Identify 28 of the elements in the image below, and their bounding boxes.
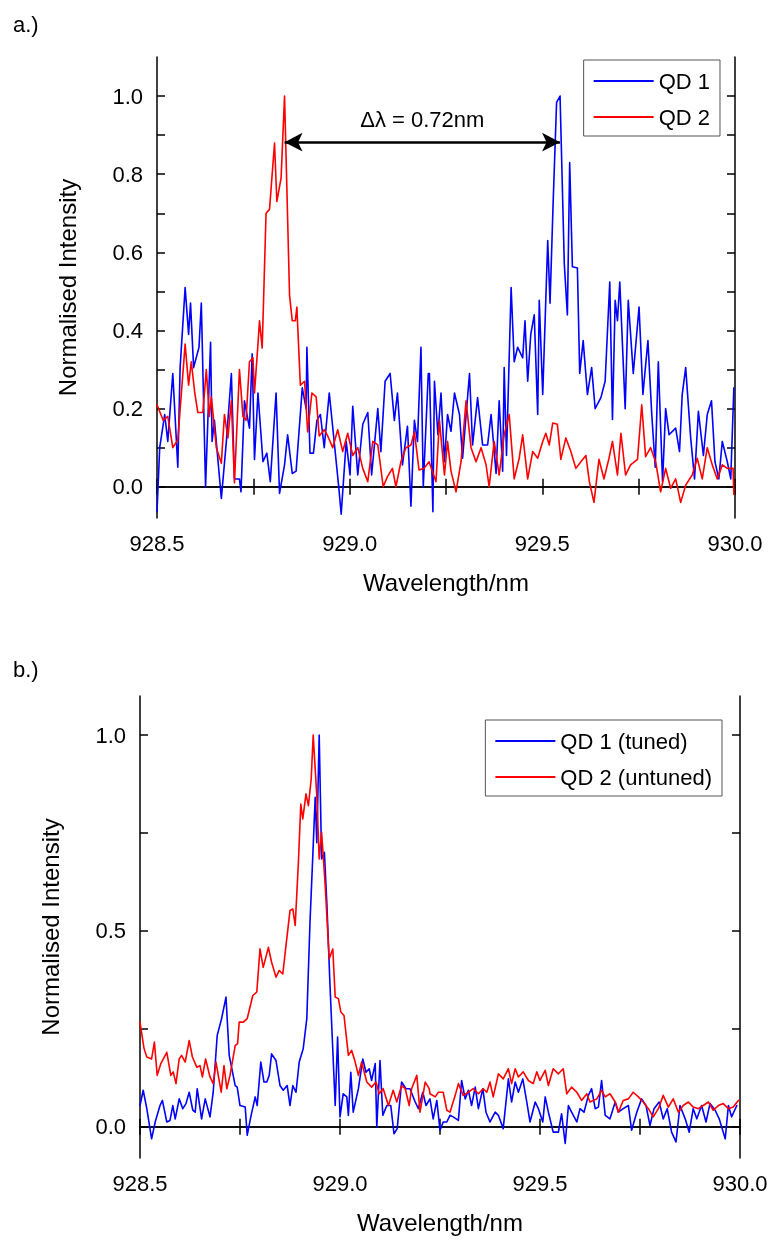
x-tick-label: 929.5 (514, 530, 570, 556)
legend-label: QD 1 (tuned) (560, 728, 688, 754)
y-axis-title: Normalised Intensity (36, 818, 64, 1036)
y-tick-label: 0.8 (112, 161, 143, 187)
y-tick-label: 1.0 (95, 722, 126, 748)
legend-label: QD 1 (658, 68, 711, 94)
x-tick-label: 930.0 (712, 1170, 768, 1196)
x-tick-label: 930.0 (707, 530, 763, 556)
x-tick-label: 928.5 (129, 530, 185, 556)
x-axis-title: Wavelength/nm (357, 1208, 523, 1236)
x-tick-label: 928.5 (112, 1170, 168, 1196)
x-tick-label: 929.5 (512, 1170, 568, 1196)
x-tick-label: 929.0 (322, 530, 378, 556)
chart-title: b.) (13, 656, 39, 682)
y-axis-title: Normalised Intensity (53, 178, 81, 397)
y-tick-label: 1.0 (112, 83, 143, 109)
x-tick-label: 929.0 (312, 1170, 368, 1196)
x-axis-title: Wavelength/nm (363, 568, 529, 596)
y-tick-label: 0.4 (112, 317, 143, 343)
y-tick-label: 0.6 (112, 239, 143, 265)
chart-title: a.) (13, 11, 39, 37)
y-tick-label: 0.0 (95, 1114, 126, 1140)
y-tick-label: 0.5 (95, 918, 126, 944)
legend-label: QD 2 (658, 104, 711, 130)
annotation: Δλ = 0.72nm (360, 106, 485, 132)
y-tick-label: 0.0 (112, 474, 143, 500)
legend-label: QD 2 (untuned) (560, 764, 712, 790)
y-tick-label: 0.2 (112, 396, 143, 422)
